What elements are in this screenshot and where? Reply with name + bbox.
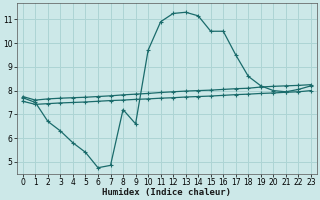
X-axis label: Humidex (Indice chaleur): Humidex (Indice chaleur): [102, 188, 231, 197]
